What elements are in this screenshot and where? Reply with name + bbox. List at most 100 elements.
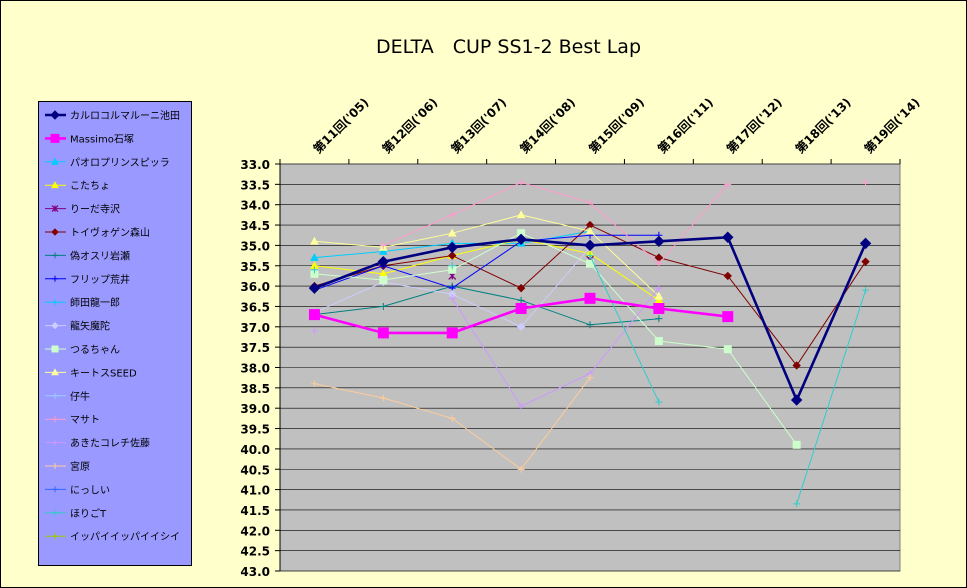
data-point xyxy=(308,309,320,321)
legend-label: キートスSEED xyxy=(70,368,137,379)
y-tick-label: 35.0 xyxy=(240,239,270,253)
legend-marker xyxy=(50,133,60,143)
data-point xyxy=(654,337,663,346)
legend-item: りーだ寺沢 xyxy=(45,203,120,216)
legend-item: パオロプリンスピッラ xyxy=(45,157,170,169)
data-point xyxy=(379,275,388,284)
data-point xyxy=(861,257,870,266)
data-point xyxy=(310,253,319,261)
y-tick-label: 42.5 xyxy=(240,545,270,559)
data-point xyxy=(310,236,319,245)
data-point xyxy=(377,327,389,339)
data-point xyxy=(655,398,663,406)
data-point xyxy=(722,231,734,243)
y-tick-label: 34.0 xyxy=(240,199,270,213)
x-tick-label: 第18回('13) xyxy=(792,95,854,157)
y-tick-label: 39.0 xyxy=(240,402,270,416)
legend-label: りーだ寺沢 xyxy=(70,203,120,216)
data-point xyxy=(862,286,870,294)
legend-marker xyxy=(51,205,59,213)
y-tick-label: 38.5 xyxy=(240,382,270,396)
y-tick-label: 37.5 xyxy=(240,341,270,355)
data-point xyxy=(655,315,663,323)
data-point xyxy=(448,294,456,302)
data-point xyxy=(654,291,664,300)
legend-label: マサト xyxy=(70,414,100,426)
legend-item: 偽オスリ岩瀬 xyxy=(45,249,130,262)
y-tick-label: 42.0 xyxy=(240,524,270,538)
legend-item: こたちょ xyxy=(45,180,110,192)
series-14 xyxy=(310,284,663,410)
data-point xyxy=(655,260,663,268)
legend-marker xyxy=(52,486,58,493)
legend-label: Massimo石塚 xyxy=(70,133,134,145)
legend-label: つるちゃん xyxy=(70,344,120,356)
data-point xyxy=(379,394,387,402)
data-point xyxy=(448,414,456,422)
legend-marker xyxy=(52,416,58,423)
data-point xyxy=(517,402,525,410)
series-17 xyxy=(310,252,870,508)
data-point xyxy=(585,226,595,235)
data-point xyxy=(586,252,594,260)
legend-label: 宮原 xyxy=(70,460,90,473)
legend-label: にっしい xyxy=(70,484,110,496)
legend-label: こたちょ xyxy=(70,180,110,192)
series-1 xyxy=(308,292,734,339)
legend-marker xyxy=(52,299,58,306)
data-point xyxy=(859,237,872,250)
legend-item: トイヴォゲン森山 xyxy=(45,226,150,239)
data-point xyxy=(310,266,318,274)
series-line xyxy=(314,232,798,446)
data-point xyxy=(723,345,732,354)
legend-marker xyxy=(51,228,59,236)
legend-marker xyxy=(51,321,59,330)
data-point xyxy=(448,262,456,270)
data-point xyxy=(446,327,458,339)
legend-marker xyxy=(52,275,58,282)
y-tick-label: 37.0 xyxy=(240,321,270,335)
legend-marker xyxy=(51,181,59,189)
x-tick-label: 第12回('06) xyxy=(379,95,441,157)
legend-marker xyxy=(50,110,60,120)
legend-label: ほりごT xyxy=(70,507,107,520)
data-point xyxy=(517,465,525,473)
legend-item: Massimo石塚 xyxy=(45,133,134,145)
y-tick-label: 33.5 xyxy=(240,178,270,192)
legend xyxy=(38,101,192,566)
y-tick-label: 34.5 xyxy=(240,219,270,233)
legend-item: あきたコレチ佐藤 xyxy=(45,438,150,450)
legend-item: マサト xyxy=(45,414,100,426)
series-13 xyxy=(379,178,870,268)
legend-marker xyxy=(52,439,58,446)
x-tick-label: 第19回('14) xyxy=(861,95,923,157)
y-tick-label: 35.5 xyxy=(240,260,270,274)
data-point xyxy=(724,180,732,188)
x-tick-label: 第14回('08) xyxy=(517,95,579,157)
data-point xyxy=(653,302,665,314)
data-point xyxy=(379,241,387,249)
data-point xyxy=(517,178,525,186)
legend-label: イッパイイッパイイシイ xyxy=(70,531,180,543)
data-point xyxy=(793,500,801,508)
data-point xyxy=(653,235,665,248)
y-tick-label: 40.5 xyxy=(240,463,270,477)
series-line xyxy=(589,255,867,504)
data-point xyxy=(516,283,526,293)
legend-marker xyxy=(51,157,59,165)
data-point xyxy=(448,251,457,260)
data-point xyxy=(586,199,594,207)
series-11 xyxy=(310,210,664,300)
data-point xyxy=(515,302,527,314)
data-point xyxy=(447,228,457,237)
data-point xyxy=(792,440,801,449)
legend-label: フリップ荒井 xyxy=(70,273,130,286)
data-point xyxy=(584,239,596,252)
legend-label: あきたコレチ佐藤 xyxy=(70,438,150,450)
legend-item: キートスSEED xyxy=(45,368,137,379)
legend-item: 仔牛 xyxy=(45,390,90,403)
legend-label: パオロプリンスピッラ xyxy=(70,157,170,169)
y-tick-label: 38.0 xyxy=(240,362,270,376)
data-point xyxy=(862,178,870,186)
